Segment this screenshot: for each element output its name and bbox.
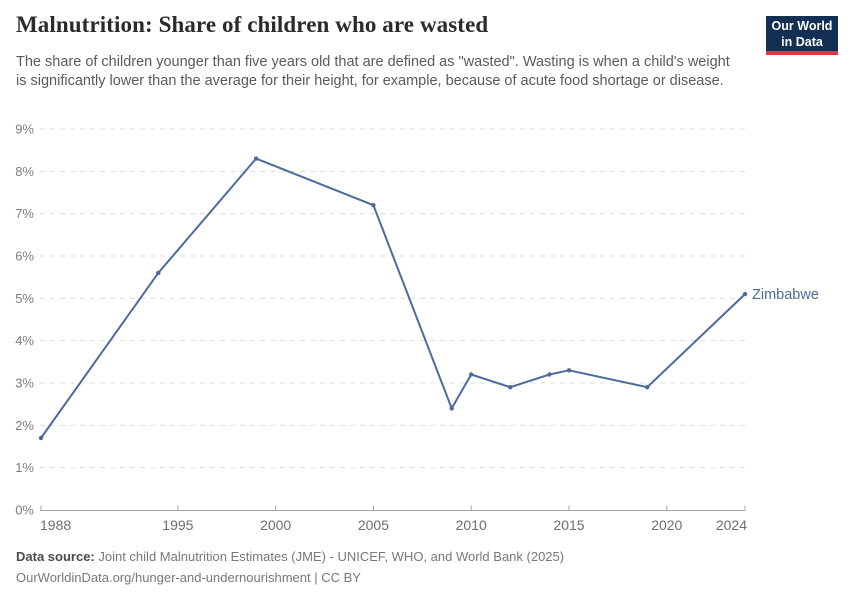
y-axis-tick-label: 6% bbox=[15, 249, 34, 264]
y-axis-tick-label: 9% bbox=[15, 122, 34, 137]
chart-footer: Data source: Joint child Malnutrition Es… bbox=[16, 546, 834, 588]
x-axis-tick-label: 2015 bbox=[553, 517, 584, 533]
y-axis-tick-label: 2% bbox=[15, 418, 34, 433]
page-title: Malnutrition: Share of children who are … bbox=[16, 12, 489, 37]
series-label[interactable]: Zimbabwe bbox=[752, 287, 819, 303]
x-axis-tick-label: 2010 bbox=[456, 517, 487, 533]
data-point[interactable] bbox=[469, 372, 474, 377]
y-axis-tick-label: 1% bbox=[15, 460, 34, 475]
y-axis-tick-label: 8% bbox=[15, 164, 34, 179]
footer-link[interactable]: OurWorldinData.org/hunger-and-undernouri… bbox=[16, 570, 361, 585]
data-point[interactable] bbox=[566, 368, 572, 373]
x-axis-tick-label: 2020 bbox=[651, 517, 682, 533]
data-point[interactable] bbox=[38, 435, 44, 441]
y-axis-tick-label: 4% bbox=[15, 333, 34, 348]
data-point[interactable] bbox=[371, 203, 376, 208]
data-point[interactable] bbox=[253, 156, 259, 161]
data-point[interactable] bbox=[645, 385, 650, 390]
y-axis-tick-label: 7% bbox=[15, 206, 34, 221]
owid-logo-line2: in Data bbox=[781, 34, 823, 49]
x-axis-tick-label: 1995 bbox=[162, 517, 193, 533]
data-point[interactable] bbox=[547, 372, 552, 377]
y-axis-tick-label: 3% bbox=[15, 376, 34, 391]
x-axis-tick-label: 2024 bbox=[716, 517, 747, 533]
x-axis-tick-label: 1988 bbox=[40, 517, 71, 533]
data-source-line: Data source: Joint child Malnutrition Es… bbox=[16, 546, 834, 567]
data-source-text: Joint child Malnutrition Estimates (JME)… bbox=[94, 549, 565, 564]
owid-logo[interactable]: Our World in Data bbox=[766, 16, 838, 55]
x-axis-tick-label: 2005 bbox=[358, 517, 389, 533]
data-point[interactable] bbox=[508, 385, 513, 390]
y-axis-tick-label: 5% bbox=[15, 291, 34, 306]
y-axis-tick-label: 0% bbox=[15, 503, 34, 518]
data-source-label: Data source: bbox=[16, 549, 95, 564]
data-point[interactable] bbox=[449, 406, 454, 411]
owid-logo-line1: Our World bbox=[771, 18, 833, 33]
x-axis-tick-label: 2000 bbox=[260, 517, 291, 533]
chart-subtitle: The share of children younger than five … bbox=[16, 54, 730, 89]
data-point[interactable] bbox=[742, 291, 748, 297]
data-point[interactable] bbox=[156, 270, 161, 276]
